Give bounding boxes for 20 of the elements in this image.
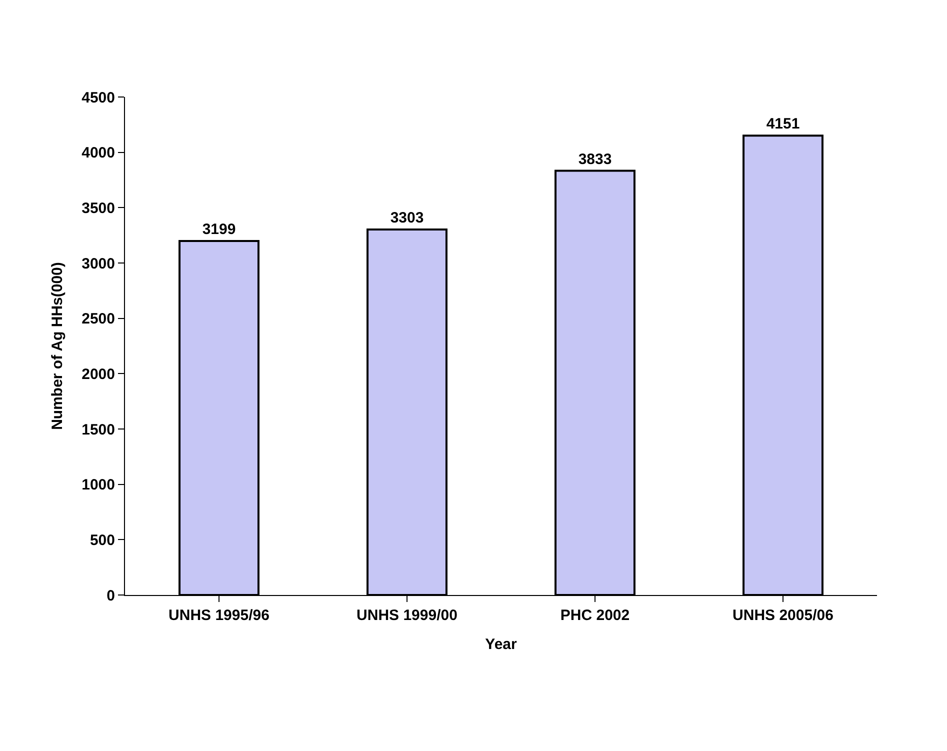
y-tick-label: 500 [90, 532, 115, 549]
x-tick-label: UNHS 2005/06 [732, 607, 834, 624]
y-tick-label: 2500 [82, 310, 115, 328]
x-tick-label: UNHS 1995/96 [168, 607, 270, 624]
x-tick-label: PHC 2002 [560, 607, 630, 624]
x-tick-label: UNHS 1999/00 [356, 607, 458, 624]
y-tick-label: 0 [106, 587, 115, 604]
y-axis-title: Number of Ag HHs(000) [48, 262, 66, 430]
y-tick-label: 1500 [82, 421, 115, 438]
y-tick-label: 1000 [82, 476, 115, 494]
y-tick-label: 3000 [82, 255, 115, 272]
y-tick-label: 3500 [82, 200, 115, 217]
y-tick-label: 4000 [82, 144, 115, 162]
data-label: 3303 [390, 209, 424, 226]
y-tick-label: 2000 [82, 366, 115, 383]
data-label: 3199 [202, 220, 236, 238]
data-label: 3833 [578, 150, 612, 168]
data-label: 4151 [766, 116, 800, 133]
x-axis-title: Year [485, 636, 518, 653]
y-tick-label: 4500 [82, 89, 115, 106]
